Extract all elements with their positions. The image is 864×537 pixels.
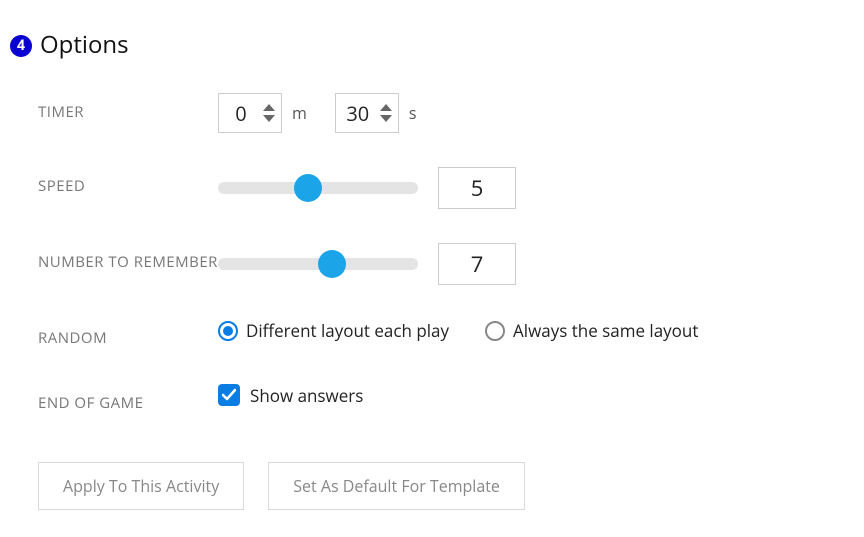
radio-icon	[485, 321, 505, 341]
speed-controls: 5	[218, 167, 516, 209]
speed-label: SPEED	[38, 167, 218, 198]
page-title: Options	[40, 28, 129, 61]
radio-label-same: Always the same layout	[513, 319, 698, 342]
speed-value-box[interactable]: 5	[438, 167, 516, 209]
random-option-same[interactable]: Always the same layout	[485, 319, 698, 342]
radio-icon	[218, 321, 238, 341]
random-label: RANDOM	[38, 319, 218, 350]
end-of-game-label: END OF GAME	[38, 384, 218, 415]
timer-controls: 0 m 30 s	[218, 93, 434, 133]
speed-slider-thumb[interactable]	[294, 174, 322, 202]
end-of-game-row: END OF GAME Show answers	[10, 384, 854, 415]
number-to-remember-controls: 7	[218, 243, 516, 285]
random-row: RANDOM Different layout each play Always…	[10, 319, 854, 350]
number-to-remember-row: NUMBER TO REMEMBER 7	[10, 243, 854, 285]
show-answers-checkbox[interactable]: Show answers	[218, 384, 363, 407]
show-answers-label: Show answers	[250, 384, 363, 407]
number-to-remember-slider[interactable]	[218, 258, 418, 270]
timer-seconds-arrows	[380, 94, 398, 132]
timer-seconds-unit: s	[409, 102, 417, 124]
random-radio-group: Different layout each play Always the sa…	[218, 319, 698, 342]
button-row: Apply To This Activity Set As Default Fo…	[10, 462, 854, 510]
timer-seconds-up-icon[interactable]	[380, 104, 392, 111]
timer-minutes-arrows	[263, 94, 281, 132]
options-header: 4 Options	[10, 28, 854, 61]
speed-slider[interactable]	[218, 182, 418, 194]
number-to-remember-slider-thumb[interactable]	[318, 250, 346, 278]
apply-button[interactable]: Apply To This Activity	[38, 462, 244, 510]
radio-label-different: Different layout each play	[246, 319, 449, 342]
timer-row: TIMER 0 m 30 s	[10, 93, 854, 133]
timer-label: TIMER	[38, 93, 218, 124]
speed-row: SPEED 5	[10, 167, 854, 209]
number-to-remember-label: NUMBER TO REMEMBER	[38, 243, 218, 274]
timer-seconds-down-icon[interactable]	[380, 115, 392, 122]
timer-minutes-value: 0	[219, 94, 263, 132]
timer-seconds-value: 30	[336, 94, 380, 132]
timer-seconds-stepper[interactable]: 30	[335, 93, 399, 133]
timer-minutes-down-icon[interactable]	[263, 115, 275, 122]
timer-minutes-up-icon[interactable]	[263, 104, 275, 111]
random-option-different[interactable]: Different layout each play	[218, 319, 449, 342]
checkbox-checked-icon	[218, 384, 240, 406]
set-default-button[interactable]: Set As Default For Template	[268, 462, 525, 510]
number-to-remember-value-box[interactable]: 7	[438, 243, 516, 285]
timer-minutes-unit: m	[292, 102, 307, 124]
timer-minutes-stepper[interactable]: 0	[218, 93, 282, 133]
step-number-badge: 4	[10, 35, 32, 57]
